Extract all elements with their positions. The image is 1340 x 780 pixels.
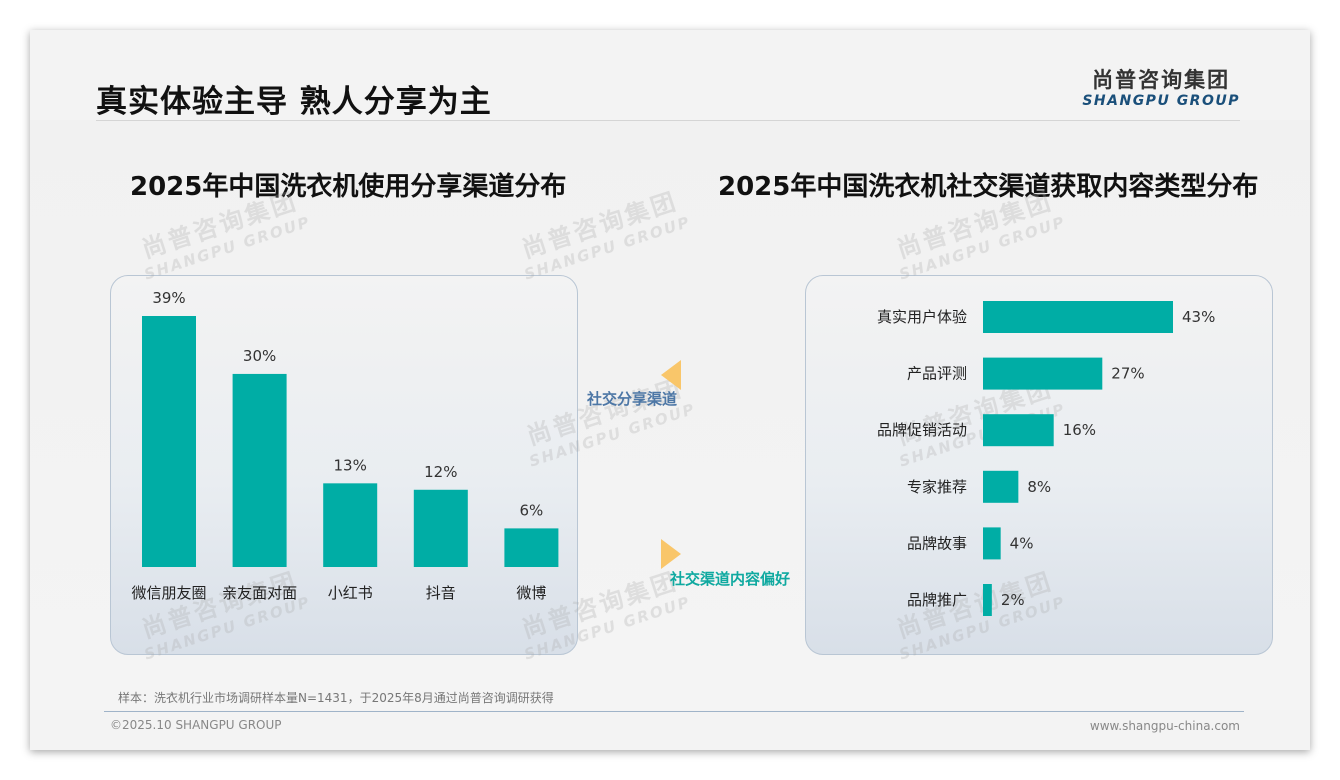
- data-label: 2%: [1001, 591, 1025, 609]
- slide: 真实体验主导 熟人分享为主 尚普咨询集团 SHANGPU GROUP 2025年…: [30, 30, 1310, 750]
- data-label: 16%: [1063, 421, 1096, 439]
- category-label: 品牌故事: [907, 534, 967, 552]
- bar: [983, 584, 992, 616]
- category-label: 专家推荐: [907, 478, 967, 496]
- category-label: 产品评测: [907, 365, 967, 383]
- triangle-left-icon: [661, 360, 681, 390]
- charts-canvas: 39% 微信朋友圈 30% 亲友面对面 13% 小红书 12% 抖音 6% 微博 43% 真实用户体验…: [131, 289, 1215, 616]
- content-preference-label: 社交渠道内容偏好: [670, 570, 791, 588]
- bar: [504, 528, 559, 567]
- footer-divider: [104, 711, 1244, 712]
- data-label: 39%: [152, 289, 185, 307]
- copyright: ©2025.10 SHANGPU GROUP: [110, 718, 282, 732]
- data-label: 12%: [424, 463, 457, 481]
- bar: [983, 414, 1054, 447]
- category-label: 小红书: [328, 584, 373, 602]
- category-label: 微博: [516, 584, 546, 602]
- data-label: 30%: [243, 347, 276, 365]
- logo-chinese-text: 尚普咨询集团: [1092, 68, 1231, 92]
- bar: [413, 489, 468, 567]
- data-label: 27%: [1111, 365, 1144, 383]
- category-label: 真实用户体验: [877, 308, 967, 326]
- bar: [142, 316, 196, 567]
- page-title: 真实体验主导 熟人分享为主: [96, 84, 492, 120]
- category-label: 品牌推广: [907, 591, 967, 609]
- footnote: 样本：洗衣机行业市场调研样本量N=1431，于2025年8月通过尚普咨询调研获得: [118, 691, 554, 705]
- company-logo: 尚普咨询集团 SHANGPU GROUP: [1082, 64, 1240, 109]
- data-label: 13%: [334, 456, 367, 474]
- left-chart-title: 2025年中国洗衣机使用分享渠道分布: [130, 172, 567, 202]
- category-label: 抖音: [426, 584, 456, 602]
- data-label: 6%: [520, 501, 544, 519]
- title-divider: [96, 120, 1240, 121]
- share-channel-label: 社交分享渠道: [587, 390, 678, 408]
- category-label: 亲友面对面: [222, 584, 297, 602]
- bar: [983, 357, 1103, 390]
- website-url: www.shangpu-china.com: [1089, 719, 1240, 733]
- logo-english-text: SHANGPU GROUP: [1082, 93, 1240, 109]
- right-chart-title: 2025年中国洗衣机社交渠道获取内容类型分布: [718, 172, 1259, 202]
- right-chart-panel: [805, 275, 1273, 655]
- bar: [983, 301, 1173, 333]
- bar: [323, 483, 378, 567]
- data-label: 8%: [1027, 478, 1051, 496]
- triangle-right-icon: [661, 539, 681, 569]
- data-label: 4%: [1010, 534, 1034, 552]
- bar: [232, 373, 287, 567]
- category-label: 微信朋友圈: [131, 584, 206, 602]
- category-label: 品牌促销活动: [877, 421, 967, 439]
- bar: [983, 470, 1019, 503]
- data-label: 43%: [1182, 308, 1215, 326]
- bar: [983, 527, 1001, 560]
